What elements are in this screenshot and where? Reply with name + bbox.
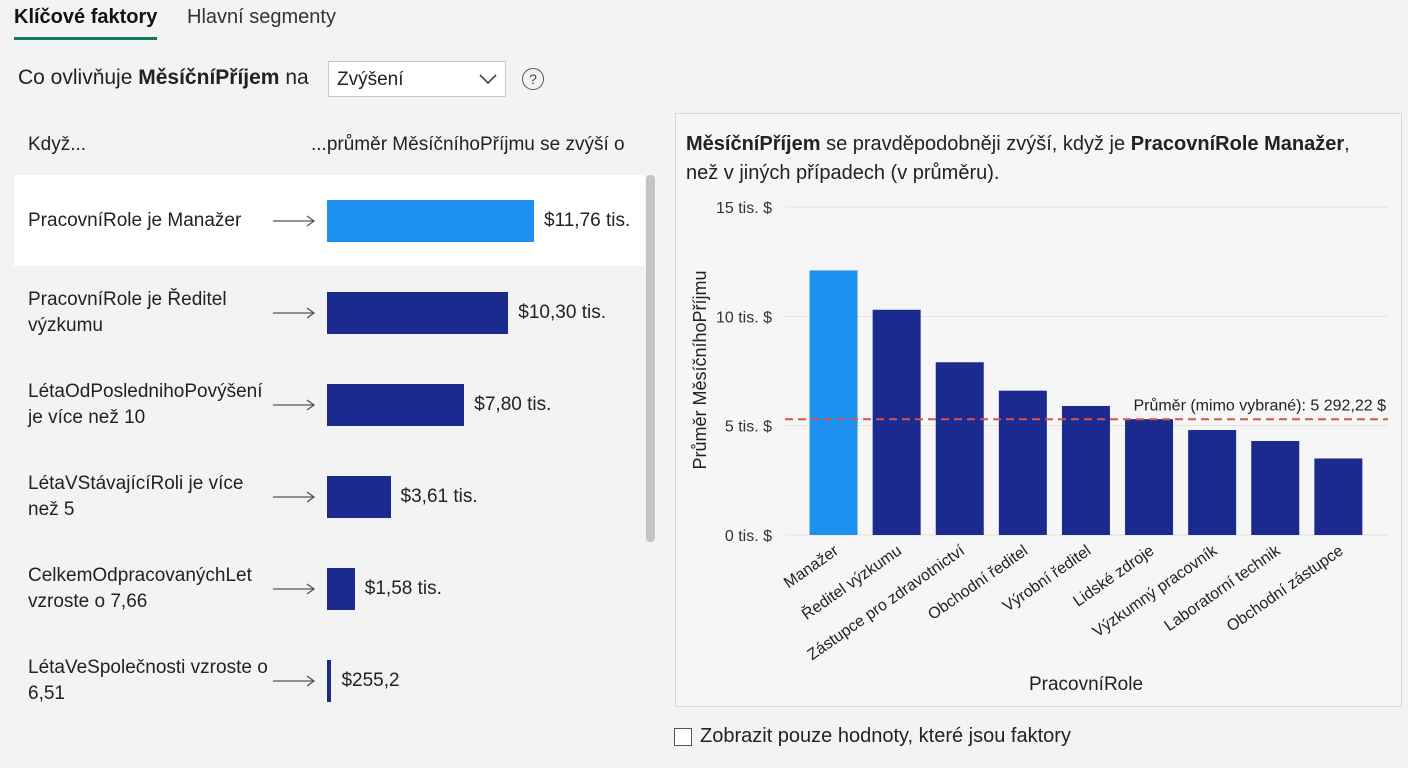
influencer-bar: [327, 199, 534, 242]
influencer-label: LétaOdPoslednihoPovýšení je více než 10: [28, 380, 263, 428]
influencer-row[interactable]: PracovníRole je Ředitel výzkumu $10,30 ti…: [14, 267, 645, 358]
bar: [1188, 430, 1237, 535]
influencer-label: PracovníRole je Ředitel výzkumu: [28, 288, 227, 336]
value-label: $7,80 tis.: [474, 393, 552, 415]
y-tick-label: 15 tis. $: [716, 200, 772, 217]
checkbox[interactable]: [674, 728, 692, 746]
influencer-bar: [327, 475, 391, 518]
arrow: [273, 490, 316, 503]
expl-bold: PracovníRole Manažer: [1130, 133, 1345, 155]
value-label: $255,2: [341, 669, 400, 691]
arrow: [273, 582, 316, 595]
bar: [935, 362, 984, 535]
influencer-row[interactable]: LétaVeSpolečnosti vzroste o 6,51 $255,2: [14, 635, 645, 726]
value-label: $10,30 tis.: [518, 301, 606, 323]
help-icon[interactable]: ?: [522, 68, 544, 90]
y-tick-label: 0 tis. $: [725, 528, 772, 545]
influencer-row[interactable]: LétaVStávajícíRoli je více než 5 $3,61 ti…: [14, 451, 645, 542]
arrow: [273, 306, 316, 319]
bar: [1314, 458, 1363, 535]
question-connector: na: [285, 66, 309, 89]
tab-underline: [14, 37, 157, 40]
bar: [1125, 419, 1174, 535]
influencer-bar: [327, 567, 355, 610]
reference-label: Průměr (mimo vybrané): 5 292,22 $: [1133, 396, 1386, 414]
expl-text: se pravděpodobněji zvýší, když je: [820, 133, 1131, 155]
expl-bold: MěsíčníPříjem: [686, 133, 821, 155]
expl-text: , než v jiných případech (v průměru).: [686, 133, 1350, 184]
influencer-bar: [327, 383, 465, 426]
question-prefix: Co ovlivňuje: [18, 66, 133, 89]
explanation: MěsíčníPříjem se pravděpodobněji zvýší, …: [686, 130, 1386, 188]
y-tick-label: 5 tis. $: [725, 419, 772, 436]
bar: [998, 390, 1047, 535]
x-tick-label: Laboratorní technik: [1162, 542, 1285, 635]
influencer-label: CelkemOdpracovanýchLet vzroste o 7,66: [28, 564, 252, 612]
x-tick-label: Manažer: [781, 542, 842, 592]
y-tick-label: 10 tis. $: [716, 309, 772, 326]
bar: [809, 270, 858, 535]
tab[interactable]: Hlavní segmenty: [187, 6, 336, 28]
arrow: [273, 214, 316, 227]
bar: [1251, 440, 1300, 535]
checkbox-label[interactable]: Zobrazit pouze hodnoty, které jsou fakto…: [700, 725, 1071, 747]
influencer-row[interactable]: PracovníRole je Manažer $11,76 tis.: [14, 175, 645, 266]
question: Co ovlivňuje MěsíčníPříjem na: [18, 66, 309, 90]
bar: [872, 309, 921, 535]
arrow: [273, 398, 316, 411]
influencer-row[interactable]: LétaOdPoslednihoPovýšení je více než 10 $…: [14, 359, 645, 450]
value-label: $11,76 tis.: [544, 209, 631, 231]
column-header: Když...: [28, 134, 87, 155]
x-axis-title: PracovníRole: [1029, 674, 1143, 695]
tab[interactable]: Klíčové faktory: [14, 6, 158, 28]
y-axis-title: Průměr MěsíčníhoPříjmu: [690, 270, 710, 469]
influencer-label: LétaVStávajícíRoli je více než 5: [28, 472, 244, 520]
column-header: ...průměr MěsíčníhoPříjmu se zvýší o: [311, 134, 625, 155]
value-label: $1,58 tis.: [364, 577, 442, 599]
value-label: $3,61 tis.: [400, 485, 478, 507]
question-field: MěsíčníPříjem: [138, 66, 280, 89]
scrollbar[interactable]: [646, 175, 655, 542]
influencer-row[interactable]: CelkemOdpracovanýchLet vzroste o 7,66 $1,…: [14, 543, 645, 634]
bar: [1061, 405, 1110, 535]
arrow: [273, 674, 316, 687]
dropdown[interactable]: Zvýšení: [328, 61, 506, 97]
influencer-bar: [327, 659, 332, 702]
dropdown-value: Zvýšení: [337, 69, 404, 90]
x-tick-label: Obchodní zástupce: [1224, 542, 1347, 635]
influencer-label: LétaVeSpolečnosti vzroste o 6,51: [28, 656, 268, 704]
influencer-bar: [327, 291, 509, 334]
chevron: [479, 74, 497, 85]
influencer-label: PracovníRole je Manažer: [28, 209, 242, 231]
